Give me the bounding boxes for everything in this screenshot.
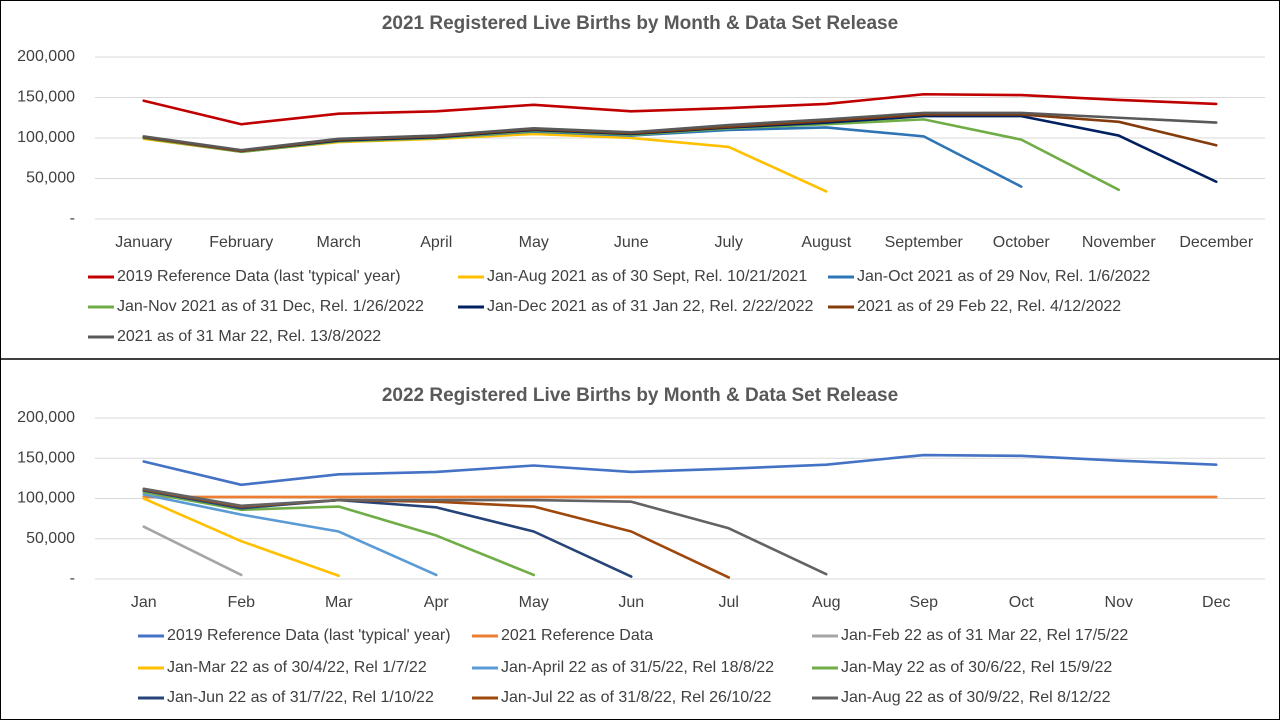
x-tick-label: Nov <box>1105 594 1133 611</box>
x-tick-label: Jan <box>131 594 157 611</box>
y-tick-label: 50,000 <box>26 170 75 187</box>
y-tick-label: - <box>70 210 75 227</box>
series-line <box>142 493 438 577</box>
legend-label: Jan-Nov 2021 as of 31 Dec, Rel. 1/26/202… <box>117 298 424 315</box>
series-line <box>142 489 633 578</box>
legend-label: Jan-May 22 as of 30/6/22, Rel 15/9/22 <box>841 659 1112 676</box>
legend-label: Jan-Jun 22 as of 31/7/22, Rel 1/10/22 <box>167 689 434 706</box>
legend-label: Jan-Aug 22 as of 30/9/22, Rel 8/12/22 <box>841 689 1111 706</box>
legend-label: Jan-Oct 2021 as of 29 Nov, Rel. 1/6/2022 <box>857 268 1150 285</box>
legend-label: Jan-April 22 as of 31/5/22, Rel 18/8/22 <box>501 659 774 676</box>
legend-label: 2019 Reference Data (last 'typical' year… <box>167 627 451 644</box>
y-tick-label: 150,000 <box>17 89 75 106</box>
series-line <box>142 111 1218 152</box>
x-tick-label: Dec <box>1202 594 1230 611</box>
x-tick-label: Apr <box>424 594 450 611</box>
x-tick-label: May <box>519 594 549 611</box>
legend-label: 2021 as of 29 Feb 22, Rel. 4/12/2022 <box>857 298 1121 315</box>
chart-title: 2021 Registered Live Births by Month & D… <box>382 13 898 34</box>
x-tick-label: May <box>519 234 549 251</box>
x-tick-label: October <box>993 234 1051 251</box>
x-tick-label: Sep <box>910 594 939 611</box>
x-tick-label: March <box>317 234 361 251</box>
y-tick-label: 200,000 <box>17 409 75 426</box>
y-tick-label: 100,000 <box>17 490 75 507</box>
legend-label: Jan-Dec 2021 as of 31 Jan 22, Rel. 2/22/… <box>487 298 814 315</box>
legend-label: Jan-Jul 22 as of 31/8/22, Rel 26/10/22 <box>501 689 772 706</box>
x-tick-label: January <box>115 234 172 251</box>
legend-label: Jan-Aug 2021 as of 30 Sept, Rel. 10/21/2… <box>487 268 807 285</box>
legend-label: 2021 as of 31 Mar 22, Rel. 13/8/2022 <box>117 328 381 345</box>
x-tick-label: Mar <box>325 594 353 611</box>
y-tick-label: 150,000 <box>17 449 75 466</box>
x-tick-label: June <box>614 234 649 251</box>
series-line <box>142 490 536 577</box>
chart-title: 2022 Registered Live Births by Month & D… <box>382 385 898 406</box>
series-line <box>142 525 243 577</box>
x-tick-label: August <box>801 234 851 251</box>
y-tick-label: - <box>70 570 75 587</box>
x-tick-label: Feb <box>227 594 255 611</box>
x-tick-label: December <box>1179 234 1253 251</box>
x-tick-label: February <box>209 234 273 251</box>
legend-label: 2019 Reference Data (last 'typical' year… <box>117 268 401 285</box>
legend-label: 2021 Reference Data <box>501 627 653 644</box>
legend-label: Jan-Feb 22 as of 31 Mar 22, Rel 17/5/22 <box>841 627 1128 644</box>
series-line <box>142 453 1218 487</box>
series-line <box>142 497 341 578</box>
x-tick-label: November <box>1082 234 1156 251</box>
y-tick-label: 50,000 <box>26 530 75 547</box>
y-tick-label: 100,000 <box>17 129 75 146</box>
series-line <box>142 487 828 576</box>
x-tick-label: July <box>715 234 743 251</box>
y-tick-label: 200,000 <box>17 48 75 65</box>
x-tick-label: September <box>885 234 964 251</box>
x-tick-label: Oct <box>1009 594 1034 611</box>
x-tick-label: April <box>420 234 452 251</box>
x-tick-label: Jul <box>719 594 739 611</box>
legend-label: Jan-Mar 22 as of 30/4/22, Rel 1/7/22 <box>167 659 427 676</box>
series-line <box>142 92 1218 126</box>
x-tick-label: Aug <box>812 594 840 611</box>
x-tick-label: Jun <box>618 594 644 611</box>
